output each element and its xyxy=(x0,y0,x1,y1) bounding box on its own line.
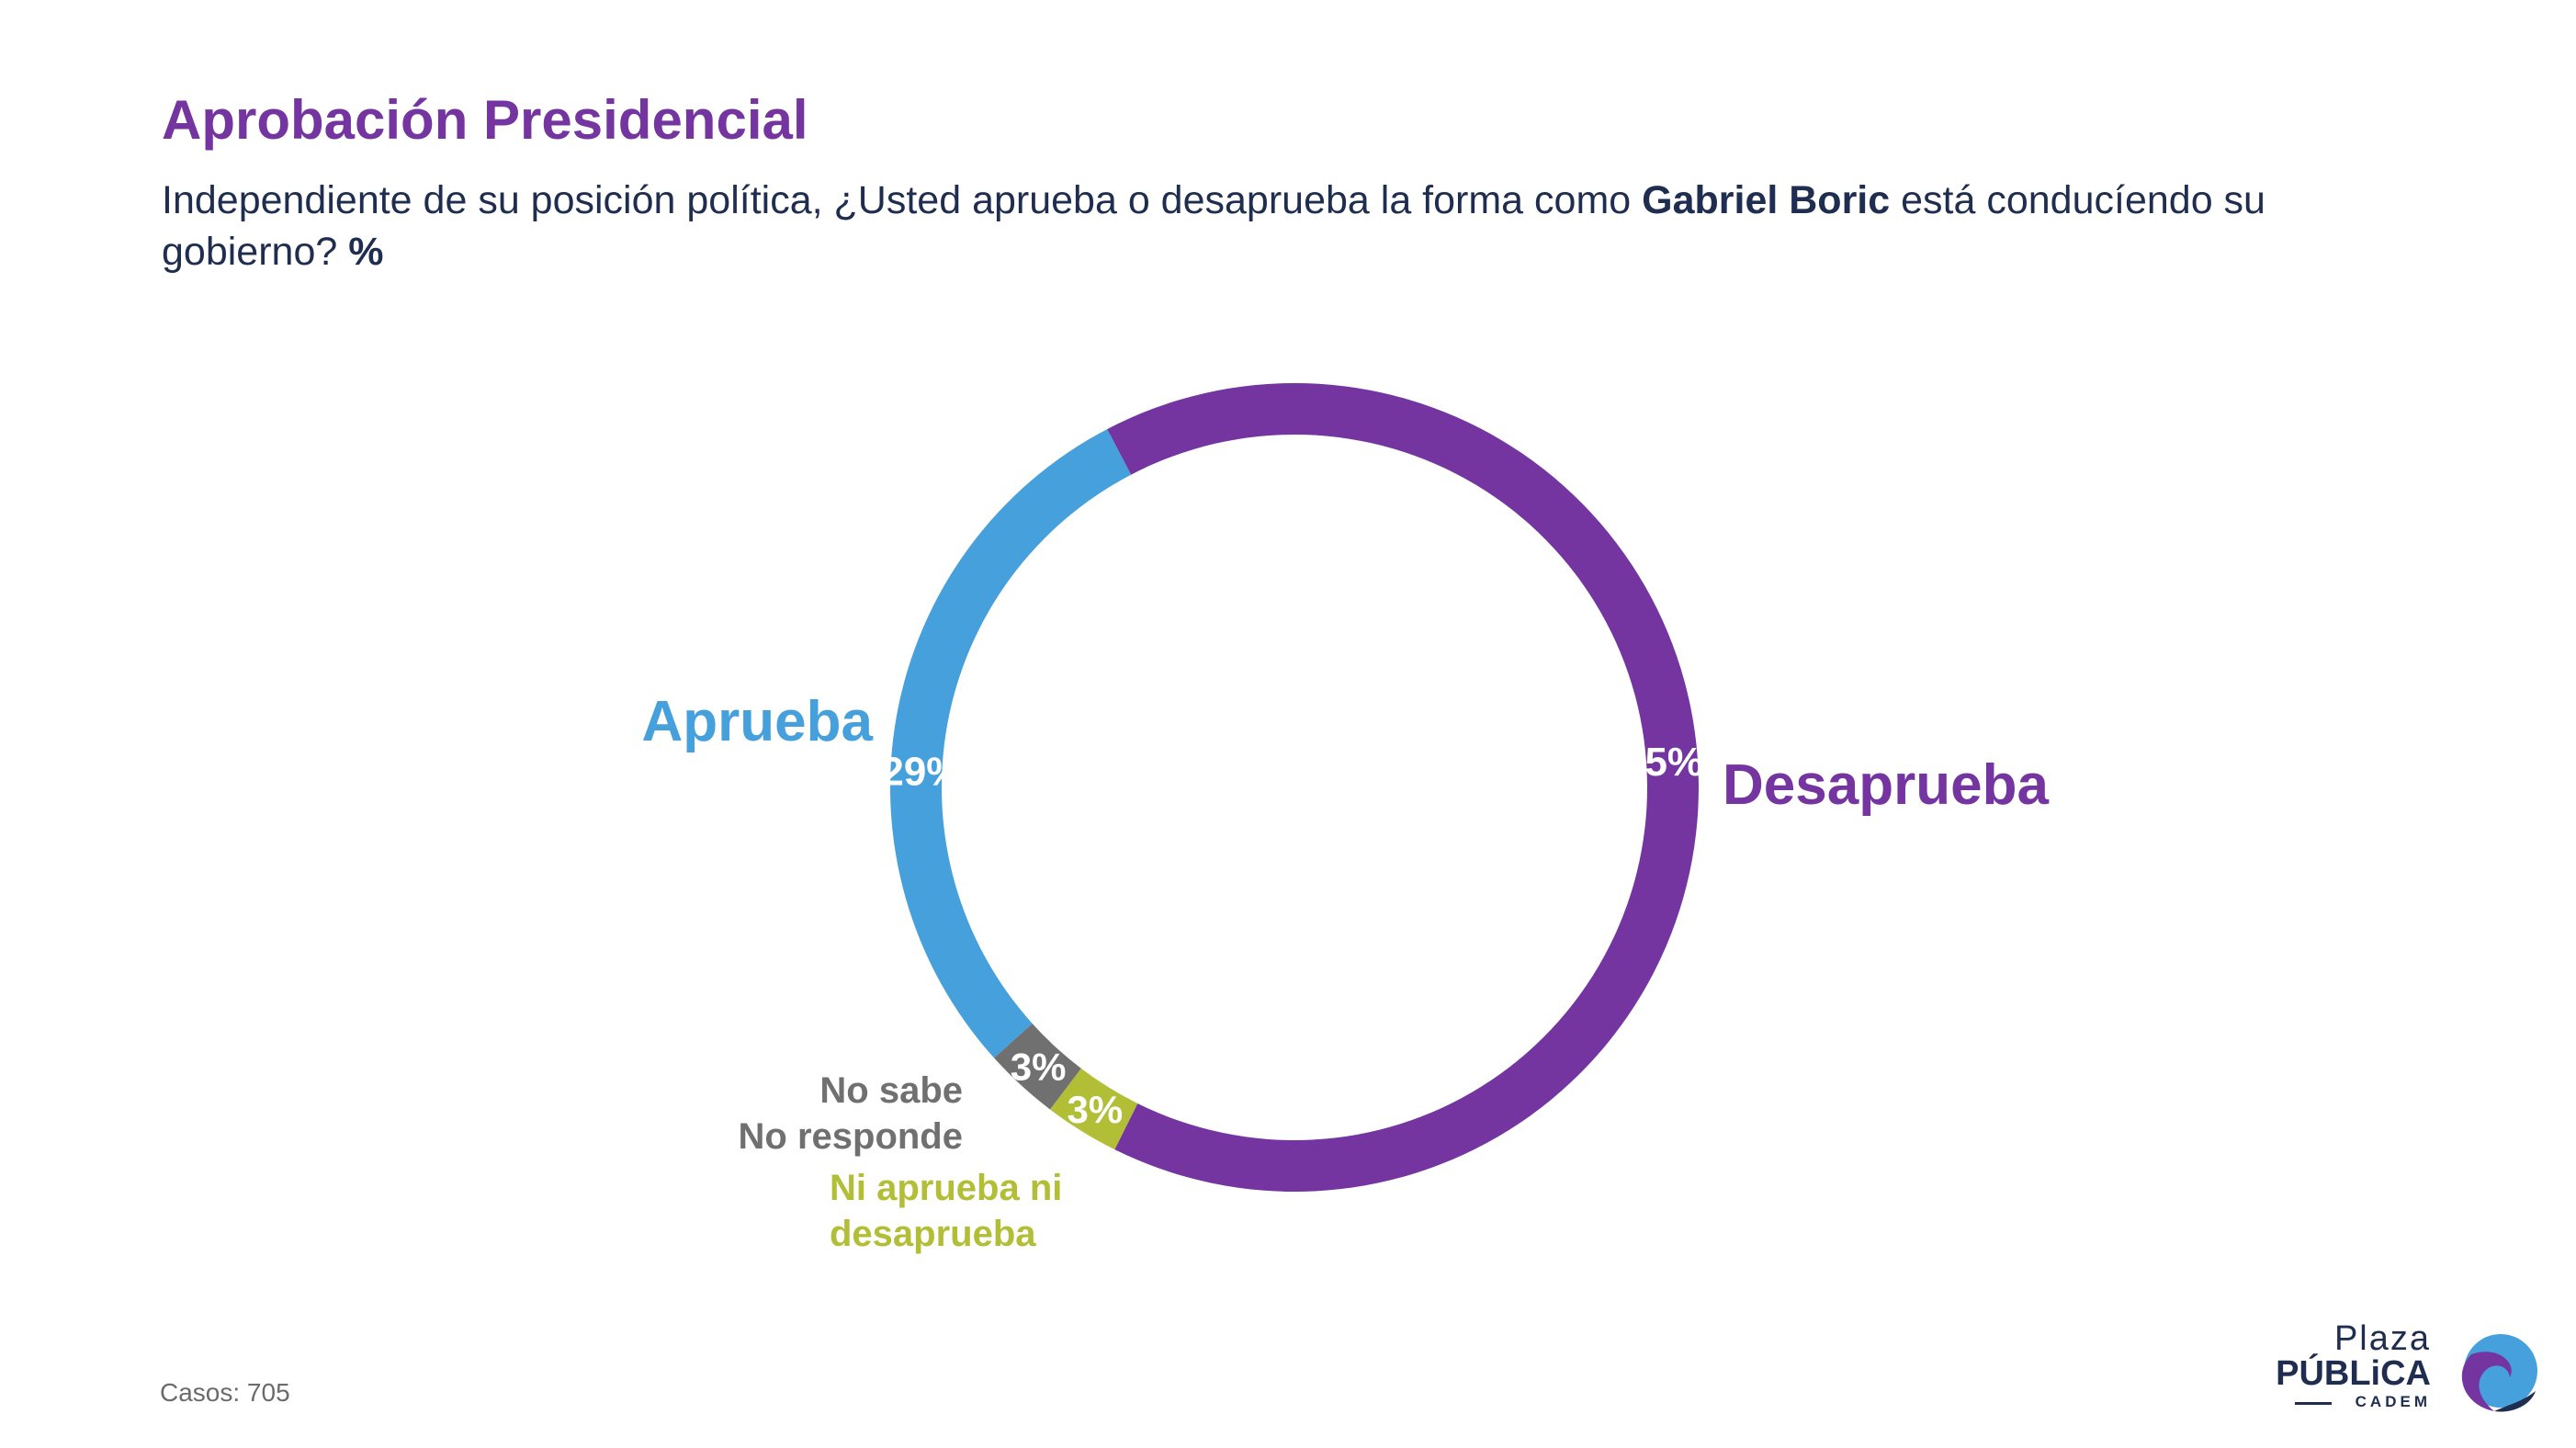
value-label-ni-aprueba-ni-desaprueba: 3% xyxy=(1068,1088,1124,1131)
logo-underline xyxy=(2295,1402,2332,1405)
slice-no-sabe-no-responde xyxy=(994,1023,1081,1110)
subtitle-text-1: Independiente de su posición política, ¿… xyxy=(162,178,1643,222)
donut-slices xyxy=(889,383,1699,1193)
logo-swirl-icon xyxy=(2461,1334,2537,1412)
category-label-no-sabe-2: No responde xyxy=(739,1116,963,1157)
category-label-ni-ni-1: Ni aprueba ni xyxy=(830,1168,1062,1208)
subtitle-text-2: está conducíendo su gobierno? xyxy=(162,178,2265,274)
cases-count: Casos: 705 xyxy=(160,1378,290,1407)
subtitle-bold-name: Gabriel Boric xyxy=(1642,178,1891,222)
chart-title: Aprobación Presidencial xyxy=(162,89,808,151)
logo-cadem-text: CADEM xyxy=(2355,1393,2431,1410)
subtitle-bold-unit: % xyxy=(348,230,384,274)
slice-aprueba xyxy=(889,429,1132,1058)
slice-ni-aprueba-ni-desaprueba xyxy=(1049,1068,1138,1150)
category-label-no-sabe-1: No sabe xyxy=(819,1070,963,1111)
logo-publica-text: PÚBLiCA xyxy=(2276,1354,2431,1393)
plaza-publica-logo: Plaza PÚBLiCA CADEM xyxy=(2276,1319,2545,1420)
chart-subtitle: Independiente de su posición política, ¿… xyxy=(162,175,2321,277)
slice-desaprueba xyxy=(1107,383,1699,1193)
value-labels: 65% 3%3% 29% xyxy=(881,740,1703,1131)
category-label-ni-ni-2: desaprueba xyxy=(830,1214,1036,1254)
value-label-aprueba: 29% xyxy=(881,749,962,794)
category-label-desaprueba: Desaprueba xyxy=(1723,753,2049,817)
logo-plaza-text: Plaza xyxy=(2333,1319,2431,1358)
value-label-no-sabe-no-responde: 3% xyxy=(1011,1045,1067,1088)
category-label-aprueba: Aprueba xyxy=(642,690,874,753)
value-label-desaprueba: 65% xyxy=(1622,740,1703,785)
